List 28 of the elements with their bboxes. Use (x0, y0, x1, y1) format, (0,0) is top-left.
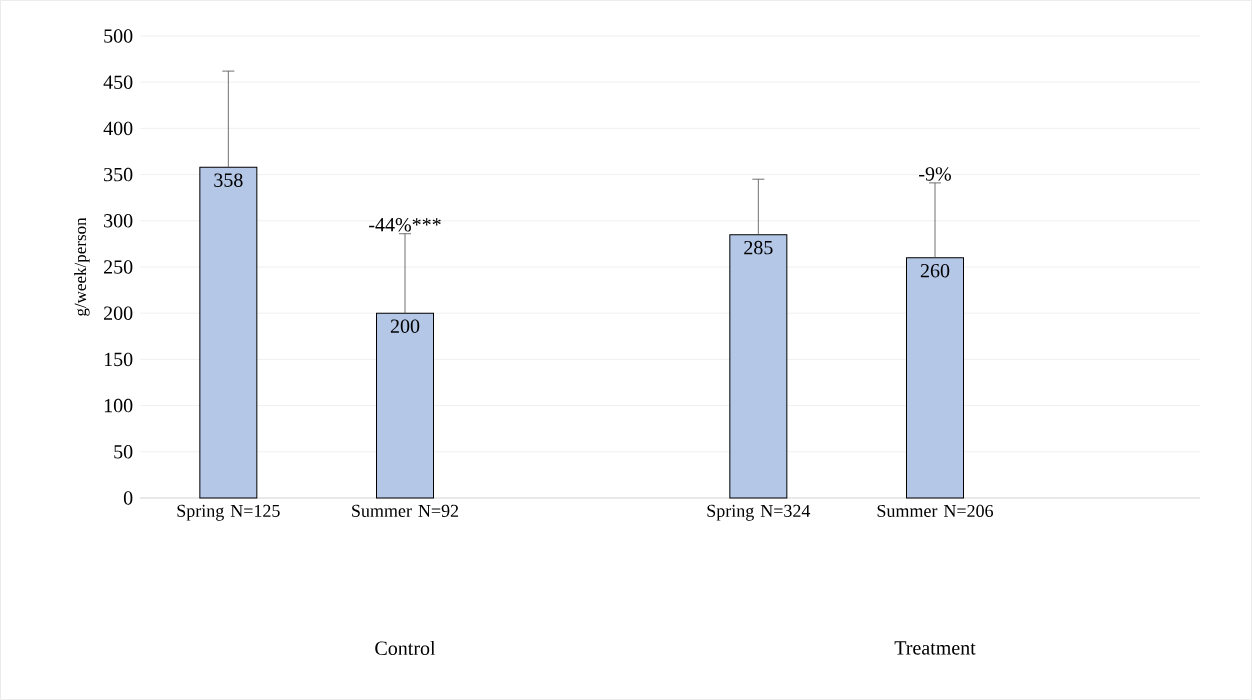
bar (729, 234, 788, 499)
data-label: 260 (920, 263, 950, 278)
x-tick-label: Summer N=206 (877, 504, 994, 517)
y-tick-label: 500 (104, 29, 133, 43)
data-label: 285 (744, 240, 773, 255)
text: Treatment (894, 641, 976, 655)
bar (906, 257, 965, 499)
data-label: 200 (390, 319, 420, 333)
y-tick-label: 100 (104, 398, 133, 413)
annotation: -44%*** (369, 217, 441, 232)
x-tick-label: Summer N=92 (352, 504, 459, 517)
y-tick-label: 250 (104, 260, 133, 274)
bar (376, 312, 435, 499)
y-tick-label: 450 (103, 75, 133, 89)
y-tick-label: 50 (114, 445, 133, 459)
y-tick-label: 0 (123, 491, 133, 505)
y-tick-label: 350 (104, 167, 133, 182)
text: Control (375, 640, 436, 656)
data-label: 358 (214, 173, 243, 187)
y-tick-label: 400 (103, 121, 133, 136)
x-tick-label: Spring N=324 (707, 504, 811, 521)
y-tick-label: 300 (104, 214, 133, 228)
x-tick-label: Spring N=125 (177, 504, 280, 521)
y-tick-label: 150 (104, 352, 133, 367)
annotation: -9% (919, 167, 951, 181)
bar (199, 166, 258, 499)
y-axis-title: g/week/person (74, 217, 90, 316)
y-tick-label: 200 (104, 306, 133, 320)
